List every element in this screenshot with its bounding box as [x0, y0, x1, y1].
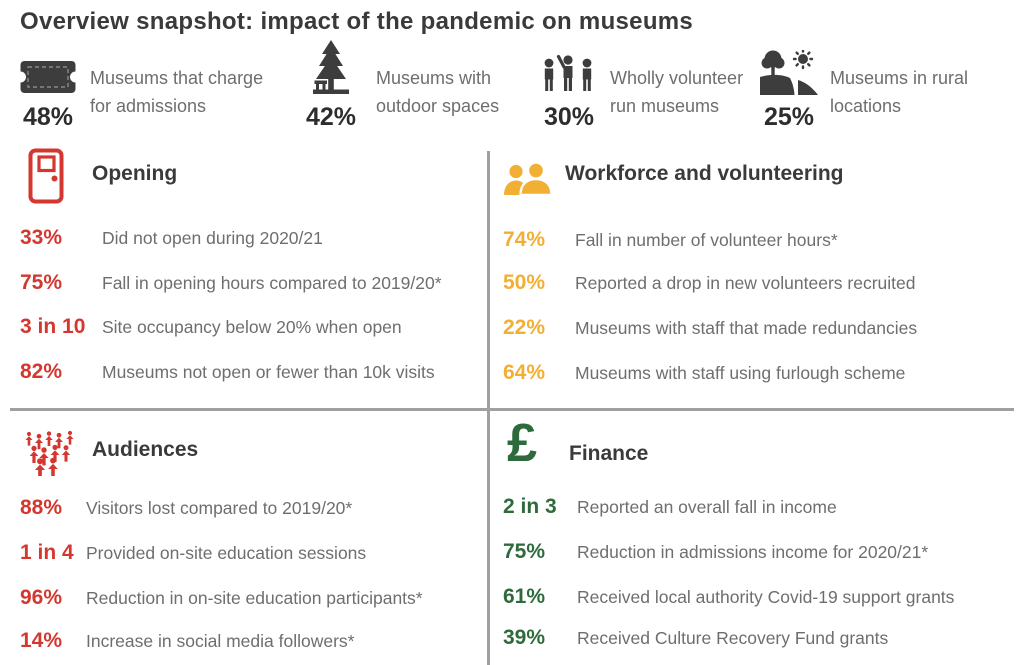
stat-value: 25%: [763, 103, 815, 131]
stat-value: 33%: [20, 226, 63, 249]
quadrant-title: Finance: [569, 442, 649, 465]
stat-row: 39% Received Culture Recovery Fund grant…: [503, 626, 888, 650]
stat-value: 96%: [20, 586, 63, 609]
stat-row: 82% Museums not open or fewer than 10k v…: [20, 360, 435, 384]
quadrant-title: Opening: [92, 162, 178, 185]
stat-row: 61% Received local authority Covid-19 su…: [503, 585, 954, 609]
stat-value: 75%: [20, 271, 63, 294]
ticket-icon: [15, 58, 81, 101]
stat-row: 22% Museums with staff that made redunda…: [503, 316, 917, 340]
pine-tree-icon: [313, 40, 350, 101]
stat-text: Fall in number of volunteer hours*: [575, 230, 838, 250]
crowd-icon: [22, 426, 80, 481]
quadrant-finance: £ Finance 2 in 3 Reported an overall fal…: [503, 416, 1023, 664]
stat-value: 64%: [503, 361, 546, 384]
horizontal-divider: [10, 408, 1014, 411]
rural-landscape-icon: [760, 48, 818, 101]
stat-row: 50% Reported a drop in new volunteers re…: [503, 271, 915, 295]
stat-text: Provided on-site education sessions: [86, 543, 367, 563]
stat-text: Visitors lost compared to 2019/20*: [86, 498, 353, 518]
stat-text: Did not open during 2020/21: [102, 228, 323, 248]
people-icon: [503, 161, 555, 201]
stat-value: 88%: [20, 496, 63, 519]
quadrant-opening: Opening 33% Did not open during 2020/21 …: [20, 148, 475, 398]
stat-row: 1 in 4 Provided on-site education sessio…: [20, 541, 366, 565]
stat-text: Museums not open or fewer than 10k visit…: [102, 362, 435, 382]
stat-label-line1: Museums with: [376, 68, 492, 88]
stat-value: 39%: [503, 626, 546, 649]
stat-label: Museums in rural locations: [830, 64, 968, 120]
stat-label-line2: locations: [830, 96, 902, 116]
stat-row: 33% Did not open during 2020/21: [20, 226, 323, 250]
stat-label-line2: run museums: [610, 96, 720, 116]
stat-value: 3 in 10: [20, 315, 86, 338]
stat-text: Received local authority Covid-19 suppor…: [577, 587, 955, 607]
stat-row: 75% Fall in opening hours compared to 20…: [20, 271, 442, 295]
stat-value: 48%: [22, 103, 74, 131]
stat-label-line1: Museums in rural: [830, 68, 969, 88]
stat-label-line2: outdoor spaces: [376, 96, 500, 116]
stat-row: 2 in 3 Reported an overall fall in incom…: [503, 495, 837, 519]
stat-value: 50%: [503, 271, 546, 294]
stat-text: Fall in opening hours compared to 2019/2…: [102, 273, 442, 293]
stat-row: 14% Increase in social media followers*: [20, 629, 354, 653]
stat-row: 3 in 10 Site occupancy below 20% when op…: [20, 315, 402, 339]
stat-value: 22%: [503, 316, 546, 339]
door-icon: [28, 148, 66, 209]
stat-label-line2: for admissions: [90, 96, 207, 116]
stat-text: Increase in social media followers*: [86, 631, 355, 651]
quadrant-audiences: Audiences 88% Visitors lost compared to …: [20, 424, 475, 664]
volunteers-icon: [540, 54, 598, 101]
stat-value: 42%: [306, 103, 357, 131]
stat-label: Wholly volunteer run museums: [610, 64, 743, 120]
stat-text: Reduction in on-site education participa…: [86, 588, 423, 608]
stat-value: 2 in 3: [503, 495, 557, 518]
quadrant-workforce: Workforce and volunteering 74% Fall in n…: [503, 148, 1021, 398]
stat-text: Museums with staff that made redundancie…: [575, 318, 918, 338]
pound-sign-icon: £: [507, 413, 538, 473]
quadrant-title: Workforce and volunteering: [565, 162, 844, 185]
stat-label: Museums that charge for admissions: [90, 64, 263, 120]
stat-text: Site occupancy below 20% when open: [102, 317, 402, 337]
stat-value: 14%: [20, 629, 63, 652]
stat-value: 1 in 4: [20, 541, 74, 564]
stat-label-line1: Museums that charge: [90, 68, 264, 88]
stat-value: 82%: [20, 360, 63, 383]
stat-row: 88% Visitors lost compared to 2019/20*: [20, 496, 352, 520]
stat-text: Museums with staff using furlough scheme: [575, 363, 906, 383]
stat-text: Received Culture Recovery Fund grants: [577, 628, 889, 648]
stat-value: 61%: [503, 585, 546, 608]
stat-text: Reported a drop in new volunteers recrui…: [575, 273, 916, 293]
stat-row: 64% Museums with staff using furlough sc…: [503, 361, 905, 385]
stat-value: 75%: [503, 540, 546, 563]
stat-text: Reported an overall fall in income: [577, 497, 837, 517]
stat-row: 96% Reduction in on-site education parti…: [20, 586, 423, 610]
stat-label: Museums with outdoor spaces: [376, 64, 499, 120]
stat-row: 74% Fall in number of volunteer hours*: [503, 228, 838, 252]
stat-value: 30%: [543, 103, 595, 131]
stat-row: 75% Reduction in admissions income for 2…: [503, 540, 928, 564]
page-title: Overview snapshot: impact of the pandemi…: [20, 8, 694, 35]
stat-text: Reduction in admissions income for 2020/…: [577, 542, 929, 562]
stat-label-line1: Wholly volunteer: [610, 68, 744, 88]
quadrant-title: Audiences: [92, 438, 199, 461]
stat-value: 74%: [503, 228, 546, 251]
